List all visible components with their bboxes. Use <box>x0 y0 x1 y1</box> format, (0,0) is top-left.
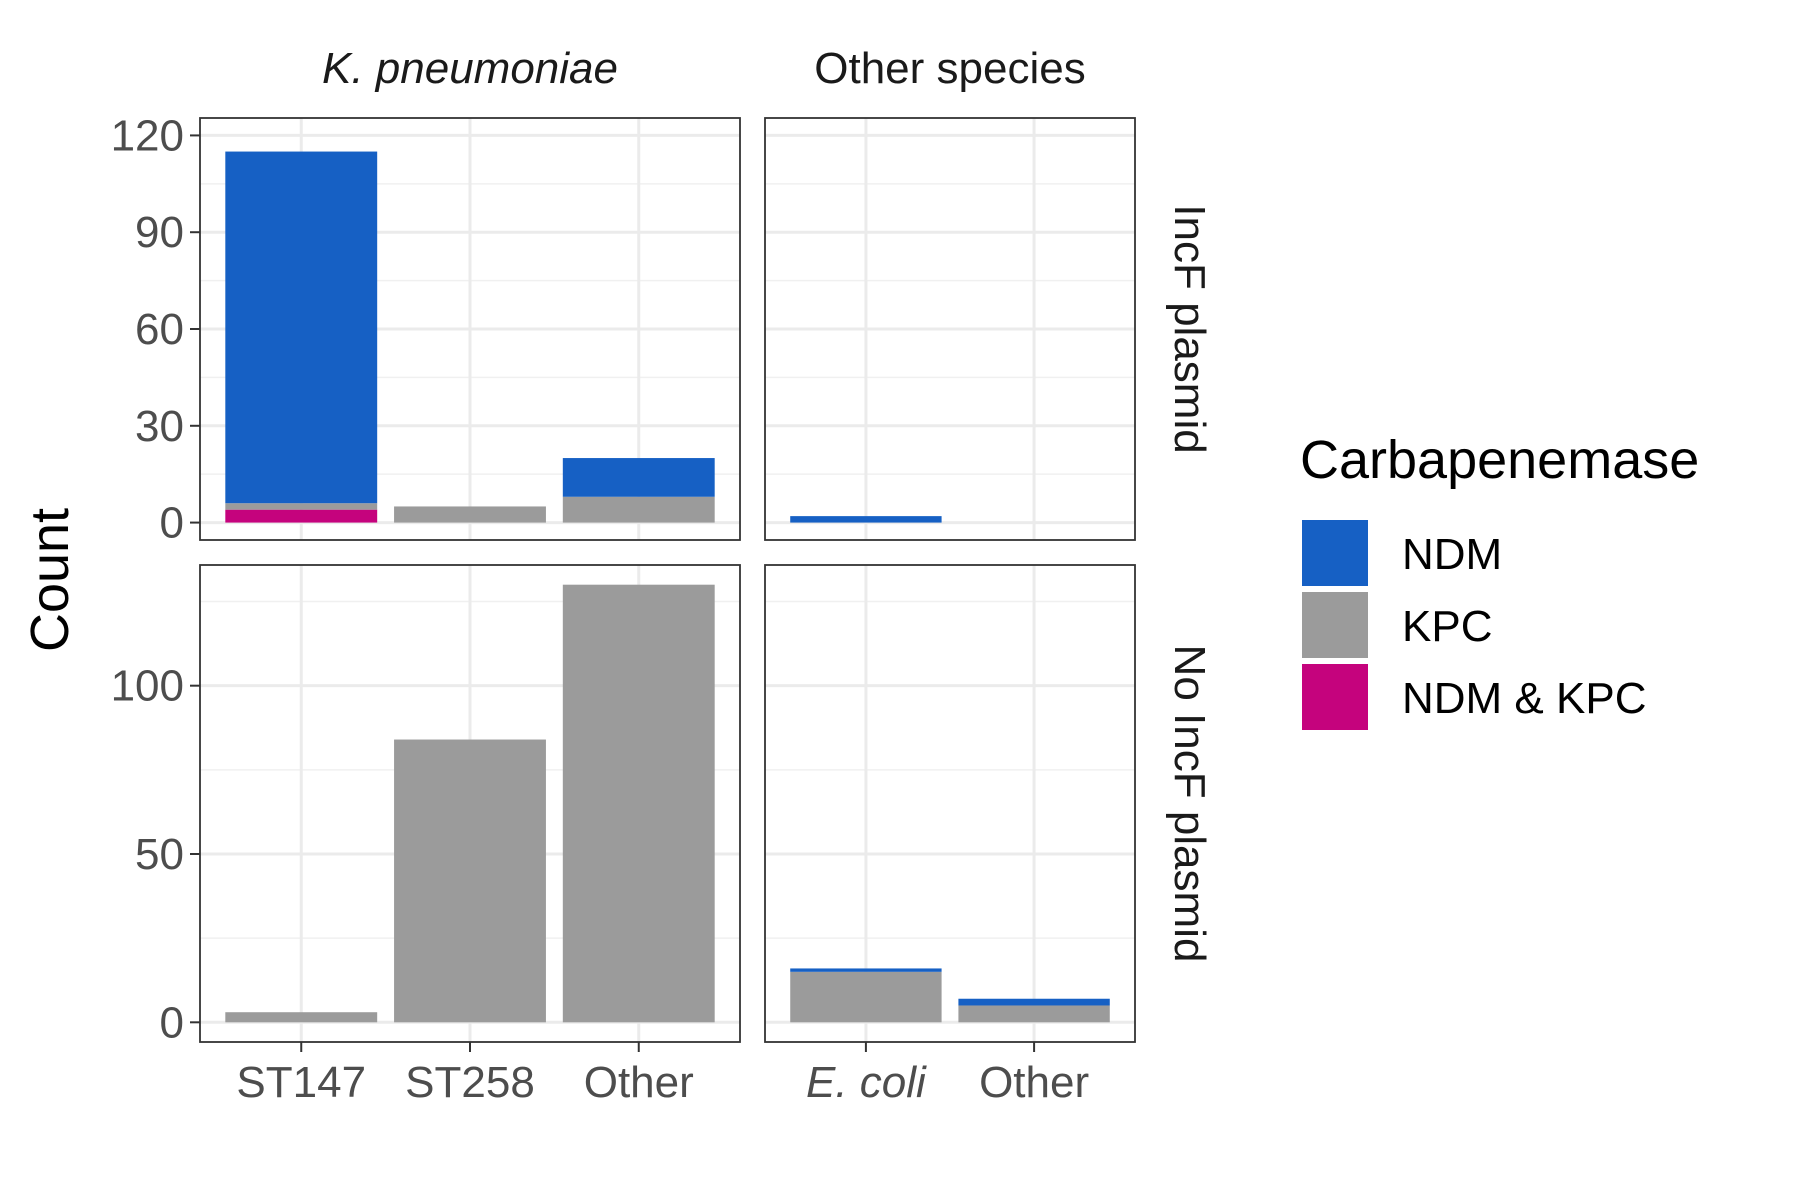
y-tick-label: 50 <box>135 830 184 879</box>
y-tick-label: 0 <box>160 499 184 548</box>
bar-ndm <box>225 151 378 504</box>
y-tick-label: 60 <box>135 305 184 354</box>
y-tick-label: 90 <box>135 208 184 257</box>
legend-swatch <box>1302 592 1368 658</box>
y-axis-title: Count <box>20 508 80 652</box>
bar-kpc <box>562 496 715 523</box>
legend-swatch <box>1302 520 1368 586</box>
panel-border <box>764 117 1136 541</box>
bar-ndm <box>958 998 1110 1006</box>
x-tick-label: Other <box>584 1058 694 1107</box>
legend-label: NDM <box>1402 530 1502 579</box>
y-tick-label: 100 <box>111 662 184 711</box>
bar-kpc <box>562 584 715 1023</box>
column-strip-label: Other species <box>814 44 1085 93</box>
y-tick-label: 30 <box>135 402 184 451</box>
legend-title: Carbapenemase <box>1300 430 1699 490</box>
bar-ndm <box>790 516 942 523</box>
bar-ndm <box>790 968 942 972</box>
x-tick-label: ST258 <box>405 1058 535 1107</box>
panel-border <box>764 564 1136 1043</box>
bar-ndm-kpc <box>225 509 378 523</box>
legend-label: NDM & KPC <box>1402 674 1646 723</box>
bar-ndm <box>562 458 715 497</box>
legend-swatch <box>1302 664 1368 730</box>
bar-kpc <box>225 1012 378 1023</box>
bar-kpc <box>790 971 942 1023</box>
column-strip-label: K. pneumoniae <box>322 44 618 93</box>
panel-background <box>765 565 1135 1042</box>
bar-kpc <box>394 739 546 1023</box>
x-tick-label: ST147 <box>236 1058 366 1107</box>
row-strip-label: IncF plasmid <box>1165 204 1214 453</box>
bar-kpc <box>958 1005 1110 1023</box>
x-tick-label: Other <box>979 1058 1089 1107</box>
bar-kpc <box>225 503 378 510</box>
row-strip-label: No IncF plasmid <box>1165 645 1214 963</box>
y-tick-label: 120 <box>111 111 184 160</box>
x-tick-label: E. coli <box>806 1058 927 1107</box>
legend-label: KPC <box>1402 602 1492 651</box>
y-tick-label: 0 <box>160 998 184 1047</box>
bar-kpc <box>394 506 546 523</box>
